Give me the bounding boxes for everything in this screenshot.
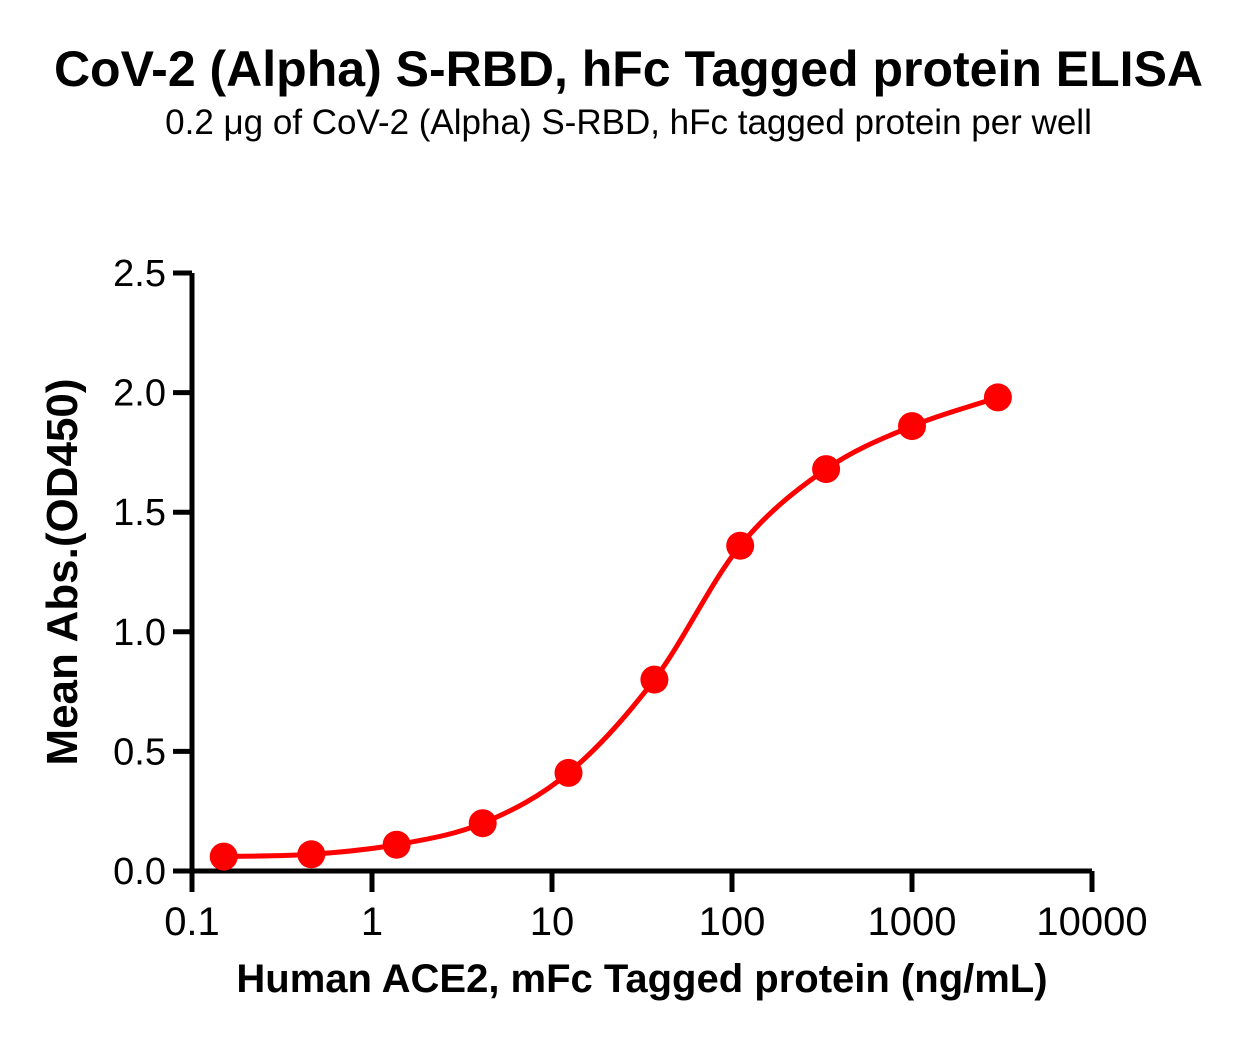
data-point-marker [898,412,926,441]
data-point-marker [382,830,411,859]
axis-ticks: 0.0 0.5 1.0 1.5 2.0 2.5 0.1 1 10 100 1000 10000 [113,253,1147,944]
data-point-marker [726,531,755,560]
data-point-marker [640,665,669,694]
fit-curve [221,394,1001,860]
chart-title: CoV-2 (Alpha) S-RBD, hFc Tagged protein … [53,41,1204,97]
chart-subtitle: 0.2 μg of CoV-2 (Alpha) S-RBD, hFc tagge… [165,103,1092,142]
data-point-marker [297,840,326,869]
y-tick-label: 0.5 [113,731,166,773]
x-tick-label: 1 [361,900,383,944]
axis-lines [189,273,1092,874]
dose-response-series [209,383,1012,871]
x-tick-label: 10000 [1036,900,1147,944]
data-point-marker [209,842,238,871]
data-point-marker [468,809,497,838]
y-tick-label: 2.0 [113,373,166,415]
y-tick-label: 2.5 [113,253,166,295]
x-tick-label: 100 [699,900,766,944]
x-axis-label: Human ACE2, mFc Tagged protein (ng/mL) [236,957,1048,1001]
x-tick-label: 10 [530,900,575,944]
y-tick-label: 1.0 [113,612,166,654]
data-point-marker [554,758,583,787]
y-tick-label: 0.0 [113,851,166,893]
axes [189,273,1092,874]
data-point-marker [983,383,1012,412]
x-tick-label: 1000 [868,900,957,944]
y-tick-label: 1.5 [113,492,166,534]
x-tick-label: 0.1 [164,900,220,944]
data-point-marker [812,455,841,484]
